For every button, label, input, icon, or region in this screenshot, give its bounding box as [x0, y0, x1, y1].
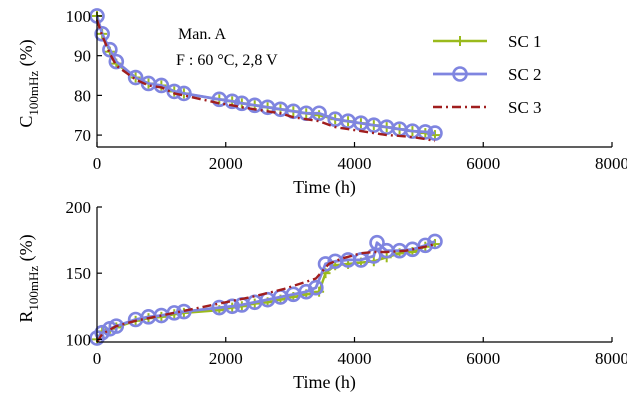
- series-line: [95, 15, 436, 137]
- series-2: [89, 233, 443, 346]
- x-tick-label: 6000: [466, 154, 500, 173]
- series-line: [95, 19, 436, 143]
- series-3: [95, 242, 436, 343]
- x-tick-label: 4000: [338, 154, 372, 173]
- data-point: [417, 124, 434, 140]
- chart-panel-1: 0 2000 4000 6000 8000 70 80 90 100 Time (h) C100mH…: [16, 7, 627, 198]
- y-axis-label: R100mHz (%): [16, 234, 41, 322]
- data-point: [176, 303, 192, 320]
- series-3: [95, 19, 436, 143]
- y-tick-label: 100: [66, 330, 92, 349]
- legend-label: SC 1: [508, 32, 542, 51]
- legend-marker: [452, 66, 468, 82]
- y-axis-label-unit: (%): [16, 234, 37, 265]
- data-point: [369, 234, 385, 251]
- data-point: [94, 324, 110, 341]
- data-point: [94, 26, 110, 42]
- x-axis-label: Time (h): [293, 177, 356, 198]
- legend-label: SC 3: [508, 98, 542, 117]
- y-axis-label-unit: (%): [16, 39, 37, 70]
- legend: SC 1 SC 2 SC 3: [433, 32, 542, 117]
- data-point: [427, 125, 443, 141]
- x-tick-label: 4000: [338, 349, 372, 368]
- x-tick-label: 0: [93, 154, 102, 173]
- legend-label: SC 2: [508, 65, 542, 84]
- y-tick-label: 70: [74, 126, 91, 145]
- y-axis-label: C100mHz (%): [16, 39, 41, 127]
- y-tick-label: 90: [74, 47, 91, 66]
- series-line: [95, 242, 436, 341]
- data-point: [224, 298, 240, 315]
- data-point: [153, 77, 170, 94]
- x-tick-label: 2000: [209, 349, 243, 368]
- x-tick-label: 8000: [595, 154, 627, 173]
- series-line: [95, 242, 436, 343]
- y-axis-label-main: C: [16, 116, 36, 128]
- series-2: [89, 8, 443, 141]
- y-axis-label-main: R: [16, 311, 36, 323]
- data-point: [108, 53, 125, 70]
- annotation-conditions: F : 60 °C, 2,8 V: [176, 52, 278, 69]
- y-axis-label-sub: 100mHz: [26, 71, 41, 116]
- y-tick-label: 80: [74, 86, 91, 105]
- series-1: [92, 239, 440, 345]
- data-point: [166, 305, 183, 321]
- series-line: [96, 240, 436, 339]
- x-tick-label: 2000: [209, 154, 243, 173]
- data-point: [127, 69, 144, 86]
- data-point: [108, 318, 125, 334]
- data-point: [102, 41, 118, 58]
- x-axis-label: Time (h): [293, 372, 356, 393]
- data-point: [311, 105, 327, 122]
- data-point: [298, 283, 315, 300]
- y-tick-label: 150: [66, 264, 92, 283]
- chart-panel-2: 0 2000 4000 6000 8000 100 150 200 Time (h) R100mH…: [16, 198, 627, 393]
- series-line: [95, 15, 436, 135]
- data-point: [317, 256, 334, 272]
- annotation-manufacturer: Man. A: [178, 26, 226, 43]
- y-axis-label-sub: 100mHz: [26, 266, 41, 311]
- data-point: [427, 233, 443, 250]
- y-tick-label: 200: [66, 198, 92, 217]
- data-point: [308, 279, 324, 296]
- x-tick-label: 6000: [466, 349, 500, 368]
- x-tick-label: 8000: [595, 349, 627, 368]
- y-tick-label: 100: [66, 7, 92, 26]
- x-tick-label: 0: [93, 349, 102, 368]
- legend-marker: [455, 36, 465, 46]
- data-point: [224, 93, 240, 110]
